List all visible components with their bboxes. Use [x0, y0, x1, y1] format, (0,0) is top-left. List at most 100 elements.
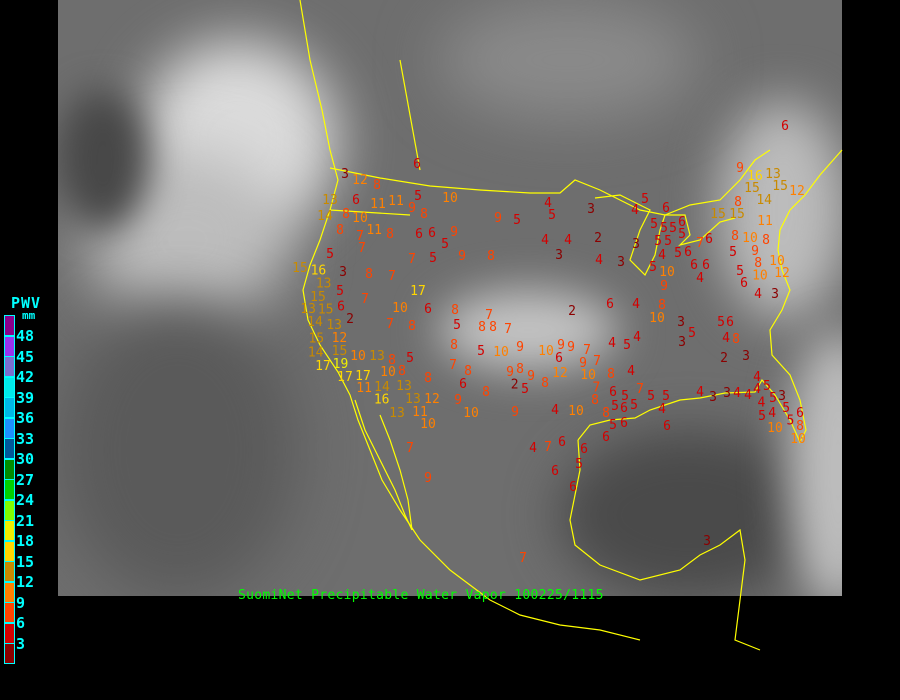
station-reading: 8	[408, 319, 416, 334]
station-reading: 15	[310, 290, 326, 305]
station-reading: 3	[617, 255, 625, 270]
station-reading: 15	[292, 261, 308, 276]
station-reading: 14	[308, 345, 324, 360]
station-reading: 5	[336, 284, 344, 299]
station-reading: 6	[558, 435, 566, 450]
station-reading: 9	[506, 365, 514, 380]
station-reading: 13	[322, 193, 338, 208]
station-reading: 7	[485, 308, 493, 323]
legend-label: 33	[16, 429, 35, 448]
legend-swatch	[4, 643, 15, 664]
station-reading: 10	[350, 349, 366, 364]
station-reading: 8	[450, 338, 458, 353]
station-reading: 8	[482, 385, 490, 400]
station-reading: 8	[762, 233, 770, 248]
station-reading: 9	[751, 244, 759, 259]
station-reading: 11	[757, 214, 773, 229]
station-reading: 5	[621, 389, 629, 404]
station-reading: 13	[765, 167, 781, 182]
legend-label: 48	[16, 327, 35, 345]
station-reading: 4	[733, 386, 741, 401]
station-reading: 6	[662, 201, 670, 216]
station-reading: 5	[406, 351, 414, 366]
station-reading: 5	[611, 399, 619, 414]
station-reading: 5	[674, 246, 682, 261]
station-reading: 5	[786, 413, 794, 428]
station-reading: 6	[684, 245, 692, 260]
station-reading: 10	[659, 265, 675, 280]
station-reading: 10	[442, 191, 458, 206]
station-reading: 4	[544, 196, 552, 211]
station-reading: 3	[677, 315, 685, 330]
legend-swatch	[4, 356, 15, 377]
station-reading: 17	[355, 369, 371, 384]
station-reading: 6	[702, 258, 710, 273]
station-reading: 8	[754, 256, 762, 271]
station-reading: 11	[412, 405, 428, 420]
station-reading: 10	[392, 301, 408, 316]
legend-swatch	[4, 479, 15, 500]
station-reading: 8	[541, 376, 549, 391]
legend-swatch	[4, 417, 15, 439]
station-reading: 3	[742, 349, 750, 364]
station-reading: 9	[736, 161, 744, 176]
station-reading: 16	[311, 263, 327, 278]
station-reading: 5	[758, 409, 766, 424]
station-reading: 6	[740, 276, 748, 291]
station-reading: 3	[632, 237, 640, 252]
station-reading: 6	[620, 416, 628, 431]
station-reading: 3	[587, 202, 595, 217]
station-reading: 7	[386, 317, 394, 332]
station-reading: 10	[752, 268, 768, 283]
station-reading: 8	[607, 367, 615, 382]
station-reading: 14	[374, 380, 390, 395]
legend-label: 3	[16, 634, 26, 653]
station-reading: 8	[796, 419, 804, 434]
station-reading: 4	[608, 336, 616, 351]
station-reading: 6	[337, 300, 345, 315]
station-reading: 2	[511, 377, 519, 392]
station-reading: 6	[352, 193, 360, 208]
station-reading: 5	[654, 234, 662, 249]
station-reading: 6	[620, 401, 628, 416]
station-reading: 7	[544, 440, 552, 455]
station-reading: 9	[527, 369, 535, 384]
station-reading: 5	[575, 457, 583, 472]
station-reading: 3	[555, 248, 563, 263]
baja-california	[354, 399, 413, 531]
legend-label: 36	[16, 409, 35, 427]
legend-swatch	[4, 520, 15, 541]
station-reading: 6	[796, 406, 804, 421]
station-reading: 6	[424, 302, 432, 317]
station-reading: 9	[454, 393, 462, 408]
station-reading: 9	[494, 211, 502, 226]
station-reading: 7	[592, 380, 600, 395]
station-reading: 10	[493, 345, 509, 360]
station-reading: 3	[678, 335, 686, 350]
station-reading: 15	[332, 344, 348, 359]
station-reading: 4	[744, 388, 752, 403]
station-reading: 5	[763, 379, 771, 394]
station-reading: 5	[414, 189, 422, 204]
station-reading: 12	[789, 184, 805, 199]
station-reading: 8	[478, 320, 486, 335]
station-reading: 9	[516, 340, 524, 355]
station-reading: 17	[337, 370, 353, 385]
station-reading: 4	[564, 233, 572, 248]
station-reading: 5	[453, 318, 461, 333]
station-reading: 5	[649, 260, 657, 275]
station-reading: 6	[555, 351, 563, 366]
station-reading: 5	[623, 338, 631, 353]
station-reading: 7	[388, 269, 396, 284]
gulf-of-mexico	[558, 430, 818, 596]
station-reading: 8	[336, 223, 344, 238]
station-reading: 3	[709, 390, 717, 405]
legend-swatch	[4, 540, 15, 562]
station-reading: 8	[365, 267, 373, 282]
station-reading: 5	[678, 227, 686, 242]
station-reading: 6	[781, 119, 789, 134]
station-reading: 7	[358, 241, 366, 256]
station-reading: 10	[568, 404, 584, 419]
station-reading: 10	[380, 365, 396, 380]
station-reading: 4	[696, 271, 704, 286]
